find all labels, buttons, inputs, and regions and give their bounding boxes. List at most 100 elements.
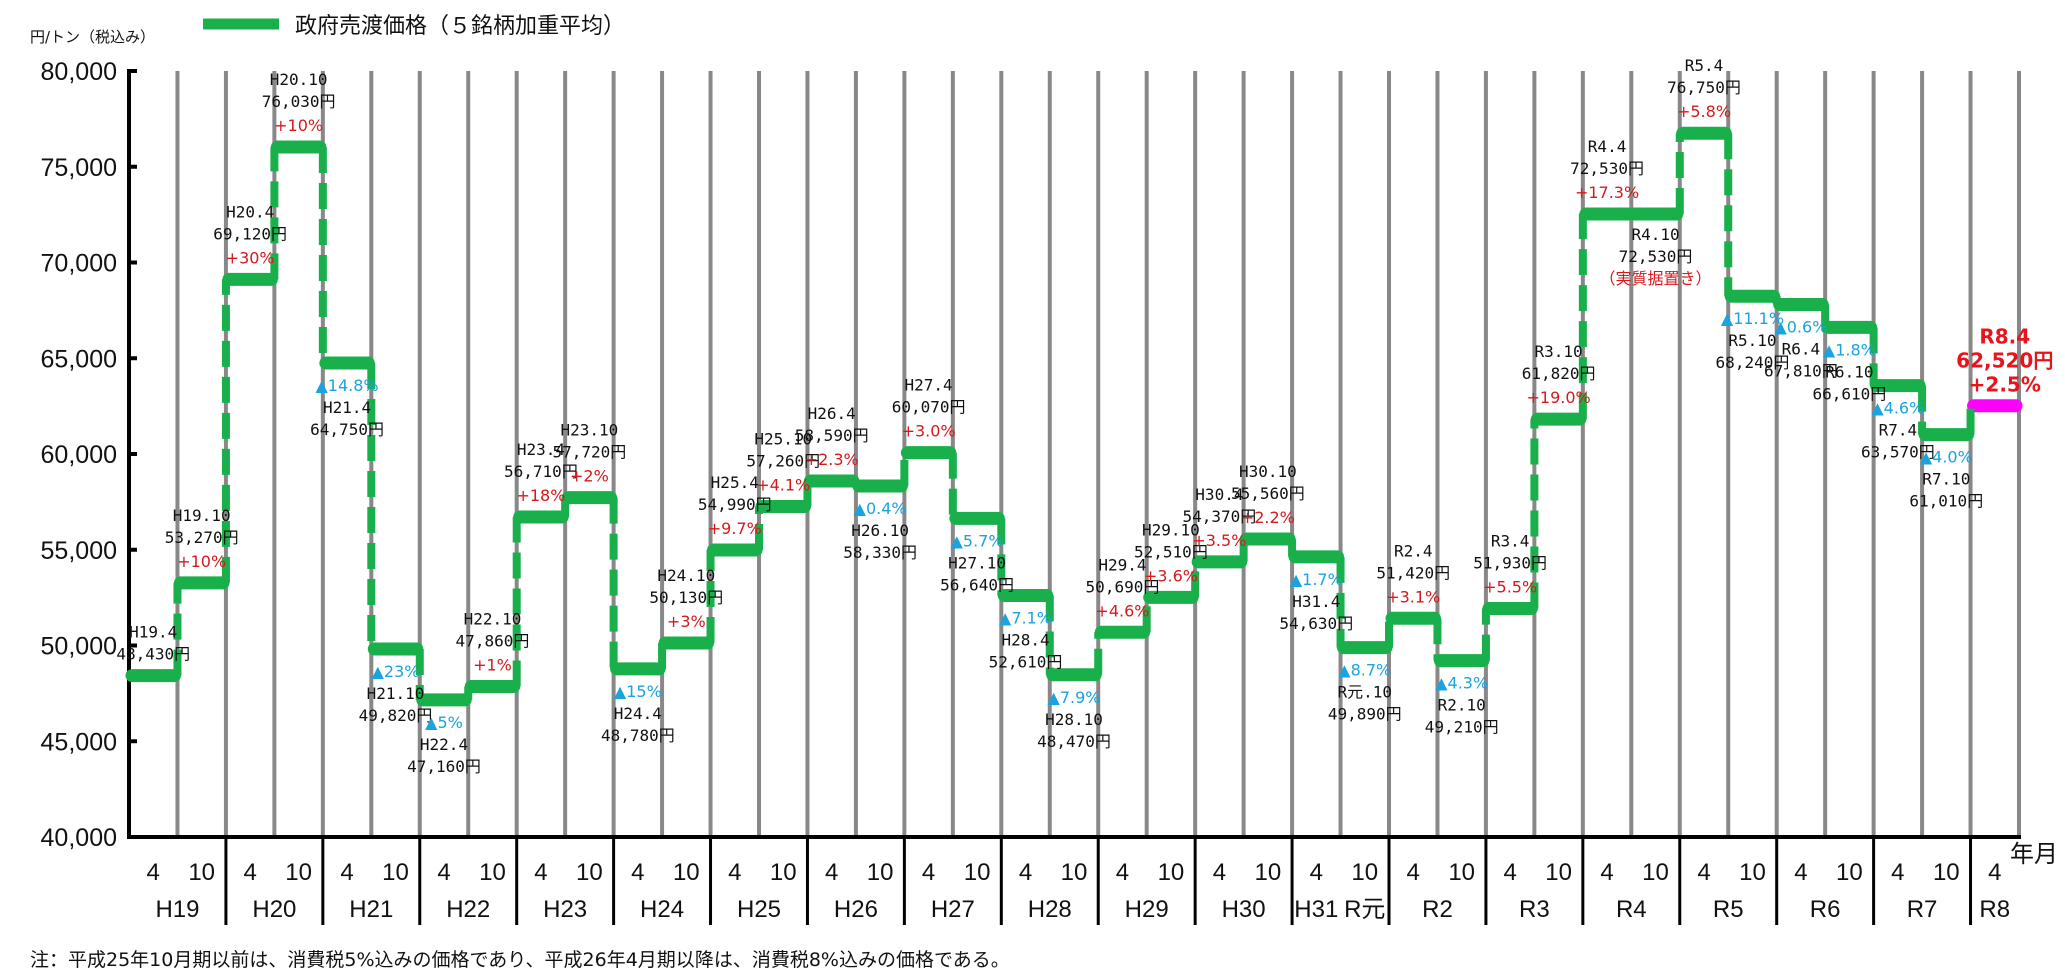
data-label-change: ▲5%	[425, 713, 463, 732]
x-tick-month-label: 10	[1642, 859, 1669, 886]
x-tick-month-label: 4	[922, 859, 935, 886]
data-label-change: +3.6%	[1144, 566, 1198, 585]
x-year-label: H21	[349, 896, 393, 923]
data-label-value: 57,260円	[746, 451, 820, 470]
data-label-period: H28.10	[1045, 710, 1103, 729]
x-tick-month-label: 10	[285, 859, 312, 886]
data-label-H28.10: ▲7.9% H28.10 48,470円	[1037, 688, 1111, 751]
x-tick-month-label: 10	[673, 859, 700, 886]
x-tick-month-label: 10	[964, 859, 991, 886]
data-label-R4.4: R4.4 72,530円 +17.3%	[1570, 137, 1644, 202]
data-label-period: R3.4	[1491, 532, 1530, 551]
data-label-value: 49,890円	[1328, 705, 1402, 724]
data-label-R3.4: R3.4 51,930円 +5.5%	[1473, 532, 1547, 597]
data-label-value: 53,270円	[165, 528, 239, 547]
data-label-H31.4: ▲1.7% H31.4 54,630円	[1279, 570, 1353, 633]
data-label-value: 72,530円	[1619, 247, 1693, 266]
x-tick-month-label: 4	[1019, 859, 1032, 886]
data-label-value: 57,720円	[552, 443, 626, 462]
x-tick-month-label: 4	[1407, 859, 1420, 886]
data-label-H24.10: H24.10 50,130円 +3%	[649, 566, 723, 631]
data-label-period: H29.10	[1142, 520, 1200, 539]
data-label-period: H27.10	[948, 553, 1006, 572]
x-tick-month-label: 4	[1697, 859, 1710, 886]
data-label-value: 54,630円	[1279, 614, 1353, 633]
y-tick-label: 75,000	[41, 154, 117, 182]
data-label-period: R6.4	[1782, 339, 1821, 358]
x-tick-month-label: 4	[1310, 859, 1323, 886]
data-label-value: 48,780円	[601, 726, 675, 745]
x-tick-month-label: 10	[382, 859, 409, 886]
data-label-change: +3.5%	[1192, 531, 1246, 550]
data-label-value: 66,610円	[1812, 384, 1886, 403]
legend-label: 政府売渡価格（５銘柄加重平均）	[295, 14, 625, 39]
x-tick-month-label: 4	[243, 859, 256, 886]
footnote: 注：平成25年10月期以前は、消費税5%込みの価格であり、平成26年4月期以降は…	[30, 949, 1010, 971]
data-label-change: +2.5%	[1969, 373, 2041, 397]
data-label-period: H20.4	[226, 202, 274, 221]
x-tick-month-label: 10	[1545, 859, 1572, 886]
data-label-value: 48,470円	[1037, 732, 1111, 751]
data-label-H23.4: H23.4 56,710円 +18%	[504, 440, 578, 505]
data-label-value: 48,430円	[116, 645, 190, 664]
data-label-change: +4.1%	[756, 475, 810, 494]
data-label-H23.10: H23.10 57,720円 +2%	[552, 421, 626, 486]
x-tick-month-label: 4	[728, 859, 741, 886]
data-label-value: 55,560円	[1231, 484, 1305, 503]
data-label-change: +5.5%	[1483, 578, 1537, 597]
data-label-H21.4: ▲14.8% H21.4 64,750円	[310, 376, 384, 439]
data-label-R元.10: ▲8.7% R元.10 49,890円	[1328, 661, 1402, 724]
data-label-period: H19.4	[129, 623, 177, 642]
data-label-value: 61,010円	[1909, 492, 1983, 511]
x-tick-month-label: 10	[1933, 859, 1960, 886]
data-label-period: H29.4	[1098, 555, 1146, 574]
data-label-H30.4: H30.4 54,370円 +3.5%	[1182, 485, 1256, 550]
x-tick-month-label: 4	[1213, 859, 1226, 886]
data-label-change: +3%	[667, 612, 706, 631]
x-year-label: R8	[1979, 896, 2010, 923]
x-tick-month-label: 4	[1116, 859, 1129, 886]
data-label-R5.10: ▲11.1% R5.10 68,240円	[1716, 309, 1790, 372]
data-label-R5.4: R5.4 76,750円 +5.8%	[1667, 56, 1741, 121]
data-label-change: ▲14.8%	[316, 376, 379, 395]
data-label-period: H31.4	[1292, 592, 1340, 611]
x-year-label: R7	[1907, 896, 1938, 923]
data-label-value: 47,160円	[407, 757, 481, 776]
x-tick-month-label: 4	[825, 859, 838, 886]
data-label-period: R元.10	[1337, 683, 1392, 702]
data-label-H22.4: ▲5% H22.4 47,160円	[407, 713, 481, 776]
data-label-value: 52,610円	[989, 653, 1063, 672]
data-label-change: +17.3%	[1575, 183, 1639, 202]
x-year-label: H25	[737, 896, 781, 923]
x-year-label: H31	[1294, 896, 1338, 923]
data-label-H19.10: H19.10 53,270円 +10%	[165, 506, 239, 571]
data-label-change: +30%	[226, 248, 275, 267]
data-label-change: +2.3%	[805, 450, 859, 469]
x-tick-month-label: 10	[1448, 859, 1475, 886]
data-label-value: 60,070円	[892, 398, 966, 417]
x-tick-month-label: 10	[1836, 859, 1863, 886]
data-label-change: +4.6%	[1095, 601, 1149, 620]
data-label-period: H21.4	[323, 398, 371, 417]
y-tick-label: 80,000	[41, 58, 117, 86]
y-tick-label: 40,000	[41, 824, 117, 852]
data-label-value: 61,820円	[1522, 364, 1596, 383]
x-year-label: H19	[155, 896, 199, 923]
data-label-H19.4: H19.4 48,430円	[116, 623, 190, 664]
data-label-period: H19.10	[173, 506, 231, 525]
data-label-H22.10: H22.10 47,860円 +1%	[456, 609, 530, 674]
data-label-period: R2.10	[1438, 696, 1486, 715]
x-tick-month-label: 10	[479, 859, 506, 886]
data-label-value: 68,240円	[1716, 353, 1790, 372]
x-tick-month-label: 4	[1988, 859, 2001, 886]
x-year-label: H27	[931, 896, 975, 923]
data-label-change: +9.7%	[708, 519, 762, 538]
data-label-value: 76,030円	[262, 92, 336, 111]
data-label-period: H25.10	[754, 429, 812, 448]
data-label-change: ▲4.3%	[1435, 674, 1488, 693]
data-label-period: R4.10	[1631, 225, 1679, 244]
data-label-value: 54,370円	[1182, 507, 1256, 526]
x-year-label: H30	[1222, 896, 1266, 923]
x-tick-month-label: 4	[534, 859, 547, 886]
